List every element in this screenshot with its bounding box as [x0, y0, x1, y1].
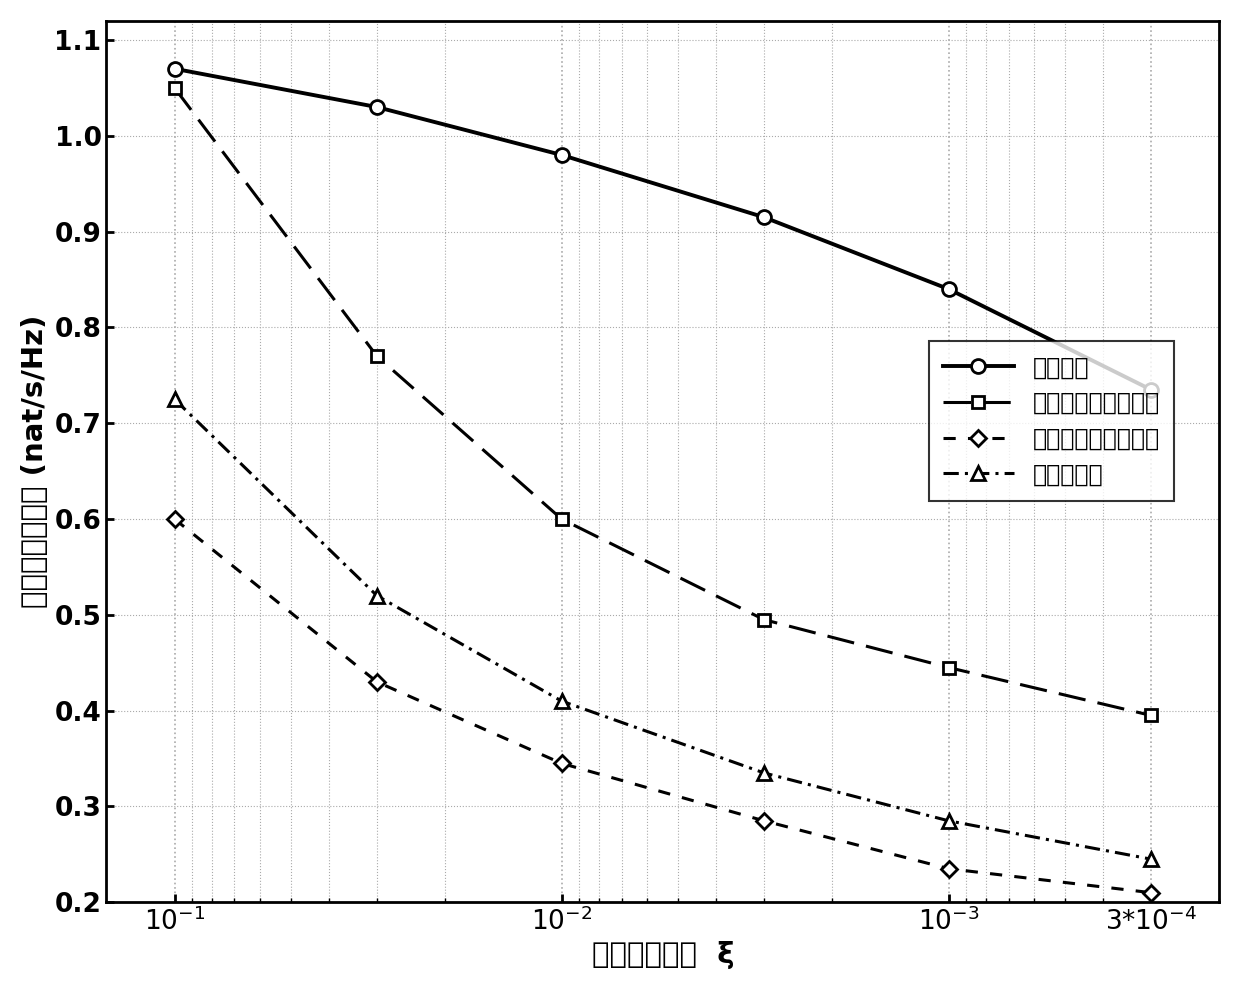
Line: 仅电池平稳约束方案: 仅电池平稳约束方案 [169, 514, 1157, 898]
Line: 仅缓存溢出约束方案: 仅缓存溢出约束方案 [169, 81, 1157, 722]
仅电池平稳约束方案 [756, 815, 771, 827]
注水法方案 [370, 590, 384, 602]
仅缓存溢出约束方案 [167, 82, 182, 94]
Y-axis label: 归一化有效容量 (nat/s/Hz): 归一化有效容量 (nat/s/Hz) [21, 315, 48, 608]
注水法方案 [1143, 853, 1158, 865]
所提方案 [1143, 384, 1158, 396]
仅电池平稳约束方案 [167, 513, 182, 525]
Line: 注水法方案: 注水法方案 [167, 392, 1158, 866]
仅缓存溢出约束方案 [370, 350, 384, 362]
仅电池平稳约束方案 [1143, 887, 1158, 899]
所提方案 [167, 62, 182, 74]
仅电池平稳约束方案 [554, 757, 569, 769]
所提方案 [554, 149, 569, 161]
X-axis label: 缓存溢出概率  ξ: 缓存溢出概率 ξ [591, 941, 734, 969]
仅缓存溢出约束方案 [1143, 710, 1158, 722]
注水法方案 [941, 815, 956, 827]
所提方案 [756, 211, 771, 223]
仅缓存溢出约束方案 [756, 614, 771, 626]
Legend: 所提方案, 仅缓存溢出约束方案, 仅电池平稳约束方案, 注水法方案: 所提方案, 仅缓存溢出约束方案, 仅电池平稳约束方案, 注水法方案 [929, 342, 1174, 501]
所提方案 [941, 283, 956, 295]
所提方案 [370, 101, 384, 113]
注水法方案 [554, 695, 569, 707]
Line: 所提方案: 所提方案 [167, 61, 1158, 397]
仅缓存溢出约束方案 [554, 513, 569, 525]
仅电池平稳约束方案 [370, 676, 384, 688]
注水法方案 [756, 767, 771, 779]
仅电池平稳约束方案 [941, 862, 956, 874]
注水法方案 [167, 393, 182, 405]
仅缓存溢出约束方案 [941, 661, 956, 673]
